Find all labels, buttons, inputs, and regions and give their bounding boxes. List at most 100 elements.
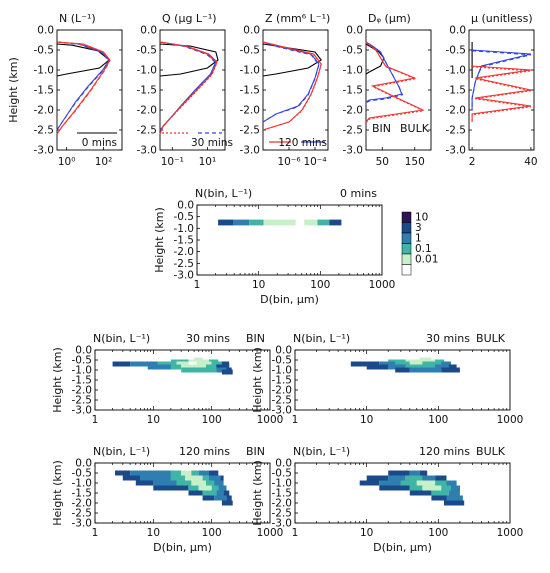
- colorbar-label: 0.01: [415, 254, 438, 266]
- x-tick-label: 100: [202, 527, 222, 539]
- profile-series-line: [365, 42, 404, 104]
- y-tick-label: -0.5: [72, 355, 93, 367]
- heatmap-cell: [170, 475, 186, 481]
- y-tick-label: -1.5: [272, 375, 293, 387]
- y-tick-label: -2.0: [72, 385, 93, 397]
- x-tick-label: 1: [194, 279, 201, 291]
- heatmap-cell: [220, 475, 224, 481]
- x-tick-label: 1000: [257, 414, 284, 426]
- heatmap-y-axis-label: Height (km): [251, 347, 264, 413]
- profiles-y-axis-label: Height (km): [7, 57, 20, 123]
- heatmap-cell: [181, 364, 206, 370]
- profile-series-line: [471, 50, 532, 111]
- heatmap-cell: [317, 219, 330, 226]
- heatmap-cell: [115, 470, 131, 476]
- x-tick-label: 10: [360, 414, 373, 426]
- x-tick-label: 100: [310, 279, 330, 291]
- heatmap-cell: [416, 480, 436, 486]
- y-tick-label: -1.0: [72, 478, 93, 490]
- x-tick-label: 1: [92, 414, 99, 426]
- heatmap-cell: [233, 219, 250, 226]
- heatmap-cell: [206, 480, 215, 486]
- heatmap-cell: [379, 480, 401, 486]
- heatmap-cell: [441, 361, 451, 367]
- y-tick-label: -0.5: [272, 468, 293, 480]
- heatmap-cell: [223, 490, 230, 496]
- y-tick-label: -2.0: [272, 498, 293, 510]
- heatmap-cell: [198, 485, 212, 491]
- heatmap-cell: [400, 480, 417, 486]
- y-tick-label: -2.0: [174, 246, 195, 258]
- y-tick-label: -1.5: [34, 85, 55, 97]
- heatmap-cell: [202, 490, 217, 496]
- heatmap-cell: [211, 485, 219, 491]
- y-tick-label: -2.5: [72, 508, 93, 520]
- heatmap-cell: [130, 361, 158, 367]
- heatmap-cell: [409, 470, 420, 476]
- y-tick-label: -1.0: [137, 65, 158, 77]
- heatmap-cell: [135, 480, 154, 486]
- heatmap-cell: [359, 480, 380, 486]
- y-tick-label: -1.0: [272, 478, 293, 490]
- heatmap-cell: [379, 485, 410, 491]
- heatmap-cell: [209, 475, 221, 481]
- heatmap-cell: [388, 475, 406, 481]
- y-tick-label: -1.0: [72, 365, 93, 377]
- heatmap-cell: [158, 361, 177, 367]
- y-tick-label: -1.5: [272, 488, 293, 500]
- y-tick-label: -2.5: [72, 395, 93, 407]
- heatmap-cell: [153, 480, 177, 486]
- heatmap-cell: [188, 361, 197, 367]
- x-tick-label: 1000: [497, 414, 524, 426]
- x-tick-label: 10⁻⁴: [303, 156, 326, 168]
- heatmap-cell: [295, 219, 305, 226]
- y-tick-label: -2.0: [34, 105, 55, 117]
- x-tick-label: 10: [147, 414, 160, 426]
- x-tick-label: 1000: [257, 527, 284, 539]
- colorbar-segment: [401, 253, 412, 265]
- colorbar-segment: [401, 211, 412, 223]
- heatmap-cell: [431, 495, 447, 501]
- heatmap-cell: [218, 485, 227, 491]
- profile-title: μ (unitless): [471, 12, 533, 25]
- scheme-label: BIN: [246, 332, 265, 345]
- y-tick-label: -3.0: [272, 518, 293, 530]
- heatmap-cell: [214, 495, 227, 501]
- profile-series-line: [471, 66, 532, 123]
- heatmap-cell: [419, 470, 428, 476]
- colorbar-segment: [401, 243, 412, 255]
- colorbar-segment: [401, 264, 412, 276]
- scheme-label: BULK: [476, 445, 506, 458]
- heatmap-title: N(bin, L⁻¹): [293, 332, 350, 345]
- heatmap-cell: [176, 361, 189, 367]
- y-tick-label: -3.0: [174, 270, 195, 282]
- heatmap-cell: [409, 367, 442, 373]
- heatmap-cell: [221, 500, 233, 506]
- heatmap-y-axis-label: Height (km): [251, 460, 264, 526]
- y-tick-label: -2.0: [137, 105, 158, 117]
- heatmap-cell: [188, 490, 203, 496]
- y-tick-label: -2.5: [34, 125, 55, 137]
- x-tick-label: 10: [147, 527, 160, 539]
- profile-series-line: [56, 41, 111, 135]
- y-tick-label: -1.5: [72, 375, 93, 387]
- heatmap-y-axis-label: Height (km): [51, 347, 64, 413]
- x-tick-label: 10⁻¹: [161, 156, 184, 168]
- x-tick-label: 10⁻⁶: [277, 156, 300, 168]
- y-tick-label: -1.5: [343, 85, 364, 97]
- time-label: 30 mins: [186, 332, 230, 345]
- profile-series-line: [471, 49, 532, 110]
- y-tick-label: -0.5: [174, 211, 195, 223]
- colorbar-segment: [401, 232, 412, 244]
- heatmap-cell: [379, 361, 396, 367]
- heatmap-cell: [122, 475, 141, 481]
- y-tick-label: -2.0: [446, 105, 467, 117]
- profile-series-line: [262, 41, 322, 131]
- x-tick-label: 100: [428, 527, 448, 539]
- time-label: 0 mins: [340, 187, 377, 200]
- y-tick-label: 0.0: [37, 25, 54, 37]
- profile-series-line: [56, 41, 110, 131]
- y-tick-label: -0.5: [272, 355, 293, 367]
- heatmap-cell: [451, 485, 460, 491]
- y-tick-label: -1.0: [34, 65, 55, 77]
